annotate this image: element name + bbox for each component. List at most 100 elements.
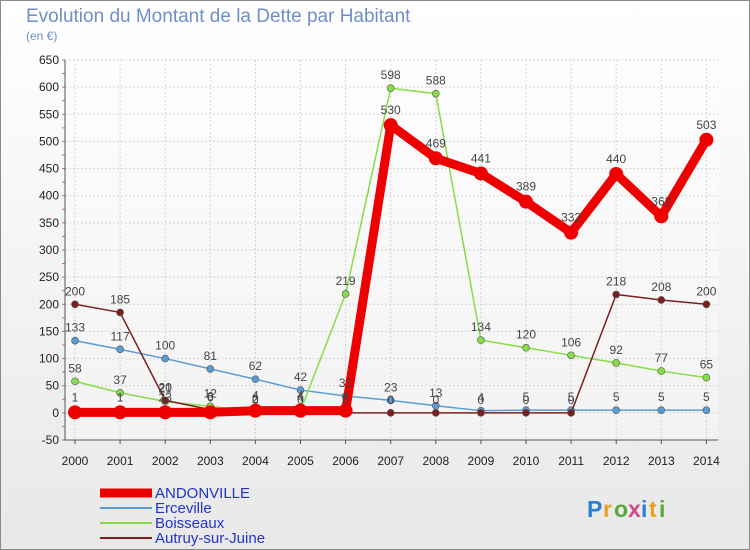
data-point-andonville [158, 405, 173, 420]
data-label-erceville: 117 [111, 329, 130, 343]
data-label-boisseaux: 92 [610, 343, 624, 357]
data-point-erceville [206, 365, 215, 373]
data-point-andonville [428, 151, 443, 166]
y-tick-label: 400 [39, 189, 59, 203]
data-point-andonville [564, 225, 579, 240]
x-tick-label: 2009 [468, 454, 495, 468]
series-layer: 1 1 23 0 4 4 453046944138933244036250313311710… [65, 68, 717, 420]
x-tick-label: 2010 [513, 454, 540, 468]
data-point-boisseaux [612, 359, 621, 367]
chart-subtitle: (en €) [26, 29, 57, 43]
data-label-andonville: 440 [606, 152, 626, 166]
data-label-autruy-sur-juine: 0 [432, 393, 439, 407]
x-tick-label: 2013 [648, 454, 675, 468]
data-point-boisseaux [477, 336, 485, 344]
y-tick-label: 250 [39, 270, 59, 284]
data-point-boisseaux [431, 89, 440, 98]
x-tick-label: 2011 [558, 454, 584, 468]
logo-letter: o [614, 496, 628, 522]
x-tick-label: 2006 [332, 454, 359, 468]
legend-label-erceville: Erceville [155, 500, 212, 517]
data-point-andonville [248, 403, 263, 418]
data-point-autruy-sur-juine [116, 308, 124, 317]
data-point-autruy-sur-juine [522, 409, 530, 417]
data-point-boisseaux [567, 351, 575, 360]
data-label-andonville: 1 [72, 390, 79, 404]
data-label-autruy-sur-juine: 20 [159, 380, 173, 394]
logo-letter: t [649, 496, 657, 522]
y-tick-label: 200 [39, 297, 59, 311]
data-label-erceville: 5 [523, 390, 530, 404]
data-label-andonville: 1 [117, 390, 124, 404]
legend: ANDONVILLEErcevilleBoisseauxAutruy-sur-J… [100, 485, 265, 547]
data-point-autruy-sur-juine [71, 300, 79, 309]
data-label-boisseaux: 65 [700, 358, 714, 372]
data-point-boisseaux [657, 367, 666, 375]
y-tick-label: 100 [39, 352, 59, 366]
data-label-autruy-sur-juine: 0 [297, 393, 304, 407]
y-tick-label: 500 [39, 134, 59, 148]
y-tick-label: 150 [39, 324, 59, 338]
data-label-andonville: 389 [516, 180, 536, 194]
data-label-andonville: 0 [207, 390, 214, 404]
data-point-erceville [71, 336, 79, 345]
data-point-erceville [116, 345, 124, 354]
data-label-andonville: 469 [426, 136, 446, 150]
data-label-andonville: 441 [471, 151, 491, 165]
data-label-autruy-sur-juine: 0 [342, 393, 349, 407]
data-label-autruy-sur-juine: 0 [568, 393, 575, 407]
data-point-andonville [203, 405, 218, 420]
data-point-boisseaux [702, 373, 711, 382]
data-point-erceville [386, 396, 395, 405]
data-label-autruy-sur-juine: 0 [523, 393, 530, 407]
data-point-autruy-sur-juine [612, 290, 621, 299]
data-point-andonville [654, 209, 669, 224]
data-label-boisseaux: 37 [113, 373, 127, 387]
data-label-boisseaux: 120 [516, 328, 536, 342]
data-point-andonville [113, 405, 128, 420]
data-label-boisseaux: 21 [159, 381, 173, 395]
logo-letter: x [628, 496, 641, 522]
data-point-erceville [296, 386, 305, 394]
x-tick-label: 2000 [62, 454, 89, 468]
y-tick-label: 650 [39, 53, 59, 67]
data-label-autruy-sur-juine: 200 [696, 284, 716, 298]
data-label-andonville: 503 [696, 118, 716, 132]
legend-label-autruy-sur-juine: Autruy-sur-Juine [155, 530, 265, 547]
data-label-andonville: 332 [561, 211, 581, 225]
data-label-autruy-sur-juine: 200 [65, 284, 85, 298]
data-label-autruy-sur-juine: 185 [110, 292, 130, 306]
data-label-erceville: 5 [568, 390, 575, 404]
data-point-andonville [609, 167, 624, 181]
data-point-erceville [612, 406, 621, 414]
data-label-andonville: 4 [252, 389, 259, 403]
data-point-andonville [473, 166, 488, 181]
data-point-andonville [68, 405, 82, 420]
data-point-erceville [251, 375, 260, 384]
x-tick-label: 2001 [107, 454, 134, 468]
data-point-andonville [699, 132, 714, 147]
data-label-autruy-sur-juine: 208 [651, 280, 671, 294]
data-label-autruy-sur-juine: 0 [387, 393, 394, 407]
data-label-boisseaux: 134 [471, 320, 491, 334]
data-label-andonville: 23 [159, 390, 173, 404]
logo-letter: r [603, 496, 612, 522]
data-point-boisseaux [522, 343, 530, 352]
logo-letter: i [641, 496, 647, 522]
data-point-autruy-sur-juine [386, 409, 395, 417]
data-label-boisseaux: 219 [336, 274, 356, 288]
data-point-erceville [161, 354, 169, 363]
data-label-boisseaux: 106 [561, 335, 581, 349]
x-tick-label: 2002 [152, 454, 179, 468]
data-label-boisseaux: 588 [426, 74, 446, 88]
data-label-erceville: 23 [384, 380, 398, 394]
y-tick-label: 450 [39, 162, 59, 176]
data-point-andonville [383, 118, 398, 133]
data-point-andonville [338, 403, 353, 418]
data-label-autruy-sur-juine: 218 [606, 275, 626, 289]
y-tick-label: 550 [39, 107, 59, 121]
x-tick-label: 2007 [377, 454, 404, 468]
logo-letter: P [587, 496, 602, 522]
